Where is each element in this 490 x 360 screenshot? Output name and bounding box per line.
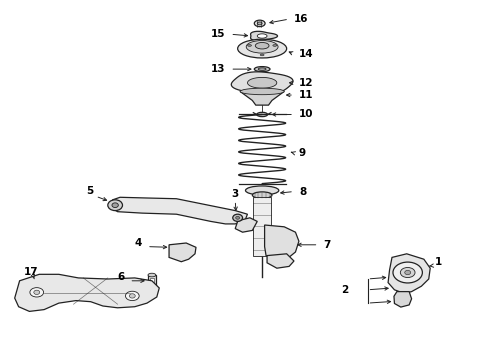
Text: 6: 6 bbox=[118, 273, 125, 283]
Ellipse shape bbox=[400, 267, 415, 278]
Text: 11: 11 bbox=[299, 90, 314, 100]
Text: 8: 8 bbox=[299, 186, 306, 197]
Text: 5: 5 bbox=[86, 186, 93, 197]
Ellipse shape bbox=[258, 68, 266, 71]
Polygon shape bbox=[15, 274, 159, 311]
Ellipse shape bbox=[245, 186, 279, 195]
Text: 13: 13 bbox=[211, 64, 225, 74]
Bar bbox=[253, 197, 271, 256]
Ellipse shape bbox=[247, 45, 251, 46]
Text: 17: 17 bbox=[24, 267, 38, 277]
Polygon shape bbox=[250, 31, 277, 41]
Ellipse shape bbox=[148, 273, 156, 277]
Text: 16: 16 bbox=[294, 14, 309, 24]
Ellipse shape bbox=[240, 88, 284, 95]
Ellipse shape bbox=[233, 214, 243, 221]
Ellipse shape bbox=[125, 291, 139, 301]
Polygon shape bbox=[169, 243, 196, 262]
Polygon shape bbox=[113, 197, 247, 224]
Ellipse shape bbox=[254, 20, 265, 27]
Polygon shape bbox=[257, 34, 267, 38]
Polygon shape bbox=[240, 91, 284, 105]
Ellipse shape bbox=[257, 22, 262, 25]
Polygon shape bbox=[388, 254, 430, 293]
Ellipse shape bbox=[236, 216, 240, 219]
Ellipse shape bbox=[405, 270, 411, 275]
Ellipse shape bbox=[246, 40, 278, 53]
Bar bbox=[148, 275, 156, 288]
Ellipse shape bbox=[279, 240, 284, 244]
Ellipse shape bbox=[276, 238, 287, 246]
Polygon shape bbox=[231, 72, 293, 94]
Text: 4: 4 bbox=[135, 238, 142, 248]
Text: 15: 15 bbox=[211, 29, 225, 39]
Ellipse shape bbox=[254, 67, 270, 72]
Polygon shape bbox=[247, 77, 277, 88]
Ellipse shape bbox=[182, 250, 186, 253]
Text: 3: 3 bbox=[232, 189, 239, 199]
Text: 2: 2 bbox=[341, 285, 348, 296]
Ellipse shape bbox=[238, 39, 287, 58]
Text: 12: 12 bbox=[299, 78, 314, 88]
Text: 10: 10 bbox=[299, 109, 314, 120]
Bar bbox=[150, 278, 154, 285]
Text: 1: 1 bbox=[435, 257, 442, 267]
Ellipse shape bbox=[148, 286, 156, 290]
Text: 7: 7 bbox=[323, 240, 331, 250]
Polygon shape bbox=[265, 225, 299, 260]
Ellipse shape bbox=[112, 203, 119, 207]
Ellipse shape bbox=[255, 42, 269, 49]
Ellipse shape bbox=[260, 54, 264, 56]
Ellipse shape bbox=[393, 262, 422, 283]
Text: 14: 14 bbox=[299, 49, 314, 59]
Polygon shape bbox=[235, 218, 257, 232]
Ellipse shape bbox=[30, 288, 44, 297]
Ellipse shape bbox=[273, 45, 277, 46]
Ellipse shape bbox=[257, 112, 268, 117]
Ellipse shape bbox=[252, 192, 272, 198]
Polygon shape bbox=[394, 292, 412, 307]
Polygon shape bbox=[267, 254, 294, 268]
Ellipse shape bbox=[179, 248, 189, 255]
Ellipse shape bbox=[108, 200, 122, 211]
Ellipse shape bbox=[34, 290, 40, 294]
Ellipse shape bbox=[129, 294, 135, 298]
Text: 9: 9 bbox=[299, 148, 306, 158]
